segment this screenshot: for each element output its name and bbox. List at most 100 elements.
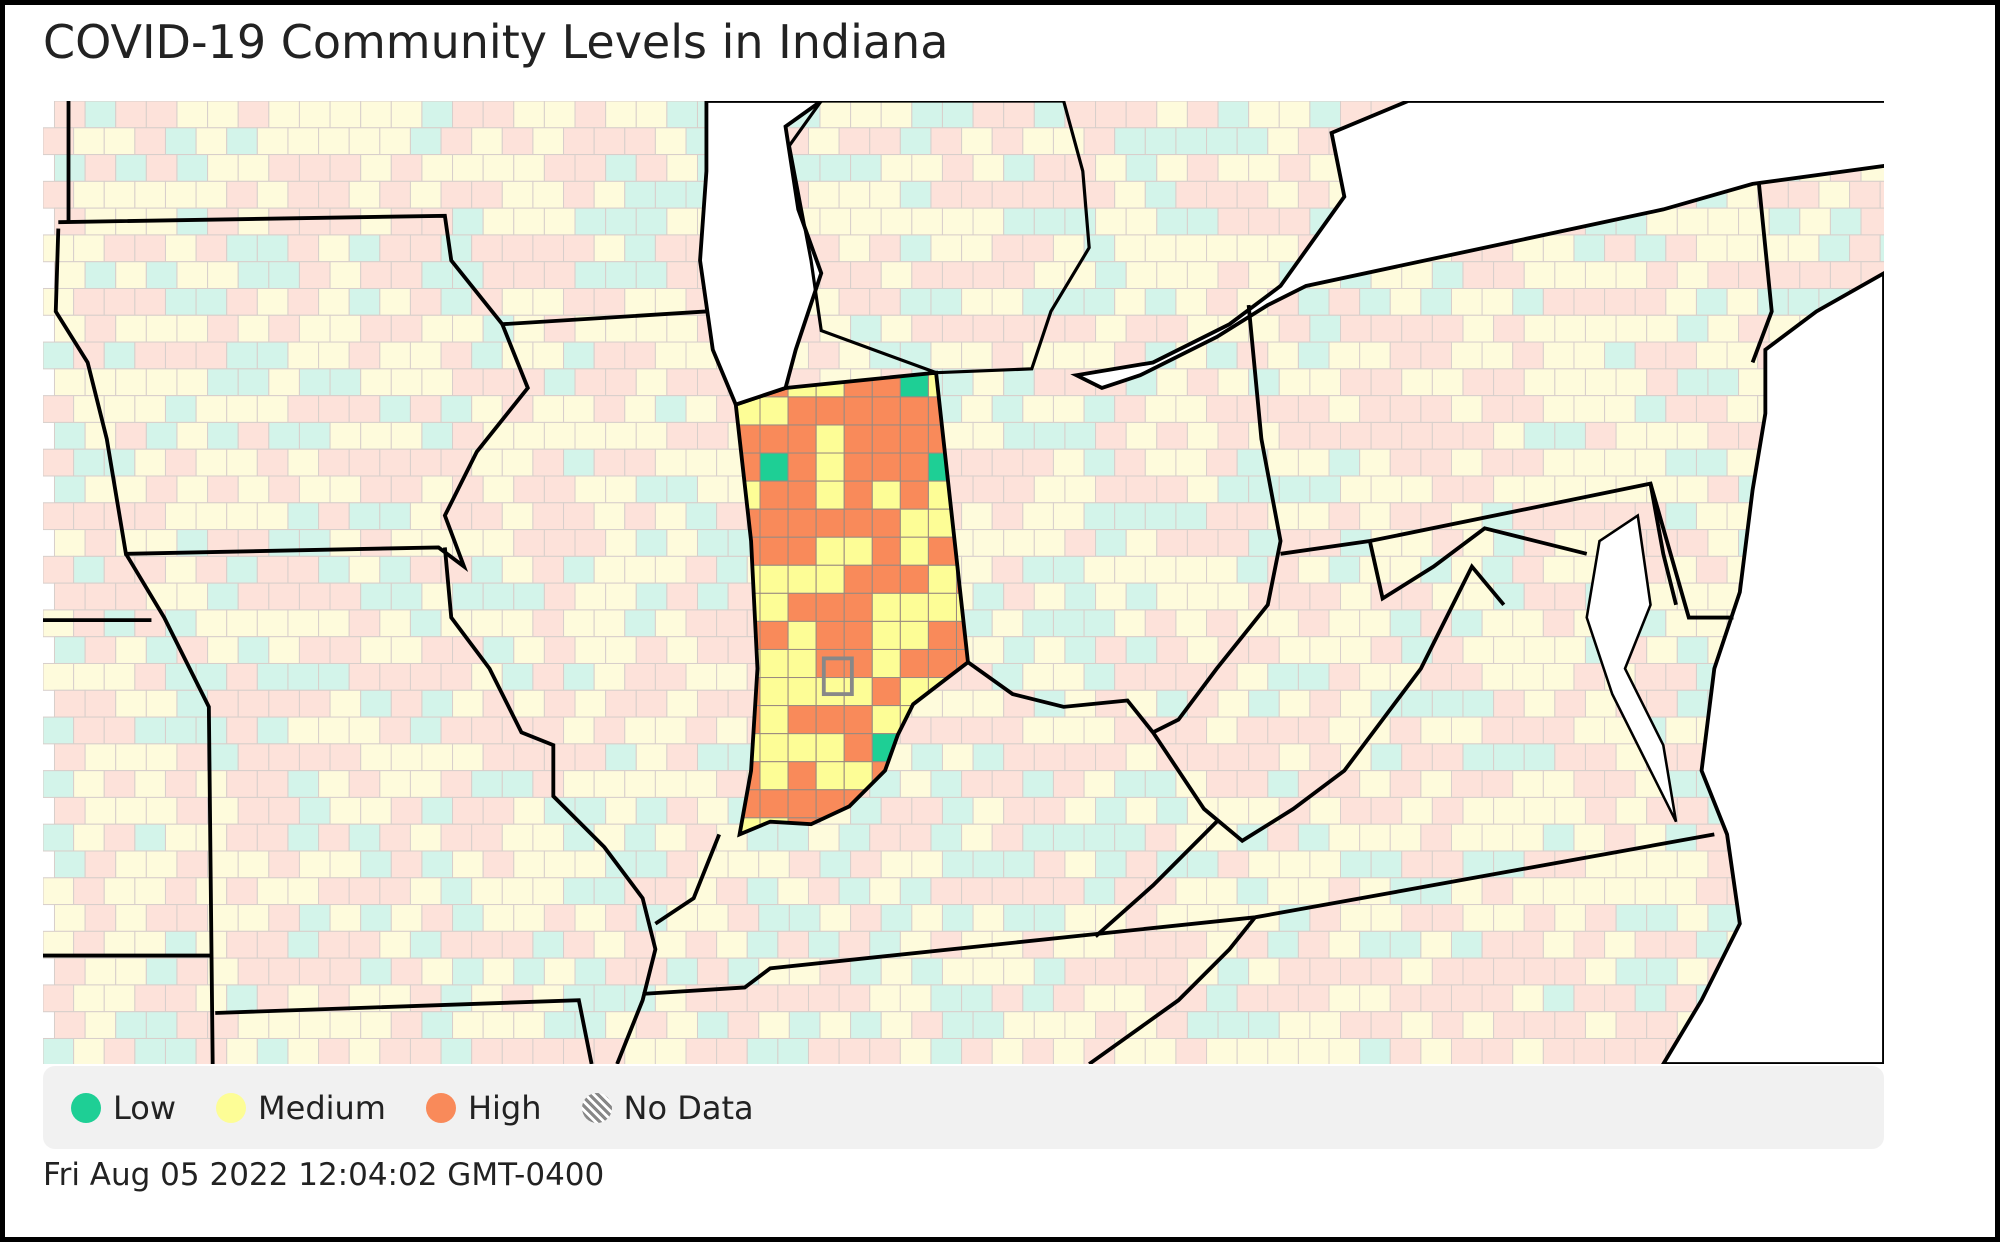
county [501,287,534,316]
county [899,234,932,263]
county [1064,529,1097,557]
county [1217,207,1250,236]
county [1450,1037,1483,1064]
county [482,850,515,879]
county [1144,984,1177,1013]
county [593,662,626,691]
county [440,877,473,906]
county [1401,421,1433,450]
county [409,662,442,691]
county [696,904,729,932]
county [605,957,637,986]
county [1309,743,1342,772]
county [379,341,411,370]
county [1114,662,1146,691]
county [758,850,790,879]
county [287,555,320,584]
county [991,823,1024,852]
county [1676,689,1709,718]
county [298,207,331,236]
county [421,314,454,343]
county [1217,101,1250,129]
county [1493,743,1525,772]
county [1431,475,1464,504]
county [287,609,320,638]
county [1431,368,1464,397]
county [961,555,993,584]
county [1481,877,1514,906]
county [1389,716,1422,745]
county [1768,261,1801,290]
county [563,662,595,691]
county [1095,636,1127,665]
county [513,154,545,182]
county [501,234,534,263]
county [850,904,882,932]
county [360,421,392,450]
county [134,287,166,316]
county [145,904,178,932]
county [390,957,423,986]
county [164,716,197,745]
county [880,796,913,825]
county [43,877,75,906]
county [1359,448,1391,477]
county [1236,984,1269,1013]
county [134,180,166,209]
county [1542,555,1575,584]
county [360,689,392,718]
county [899,1037,932,1064]
county [635,796,668,825]
county [73,984,105,1013]
county [226,770,258,798]
county [53,904,86,932]
county [1573,716,1606,745]
indiana-county [787,789,817,819]
county [666,904,699,932]
county [1003,582,1035,611]
county [788,957,821,986]
county [1431,636,1464,665]
county [666,957,699,986]
county [164,127,197,156]
county [1339,957,1372,986]
county [1248,261,1280,290]
county [237,475,270,504]
county [1175,930,1208,959]
county [961,877,993,906]
county [1389,770,1422,798]
county [1401,636,1433,665]
county [390,154,423,182]
county [624,823,656,852]
county [880,1011,913,1040]
county [899,984,932,1013]
county [145,689,178,718]
county [471,180,503,209]
indiana-county [815,480,845,510]
county [543,368,576,397]
county [1186,101,1219,129]
county [115,475,147,504]
county [1217,368,1250,397]
county [1634,930,1667,959]
county [1328,984,1361,1013]
county [43,770,75,798]
county [318,127,350,156]
county [1022,180,1054,209]
county [329,101,362,129]
county [666,207,699,236]
county [1003,904,1035,932]
county [991,502,1024,531]
county [1022,877,1054,906]
county [911,743,943,772]
county [696,421,729,450]
county [1726,395,1759,423]
county [635,529,668,557]
county [1052,609,1085,638]
county [1186,796,1219,825]
county [421,636,454,665]
county [421,689,454,718]
legend-label: High [467,1088,542,1127]
county [1175,127,1208,156]
county [176,636,209,665]
